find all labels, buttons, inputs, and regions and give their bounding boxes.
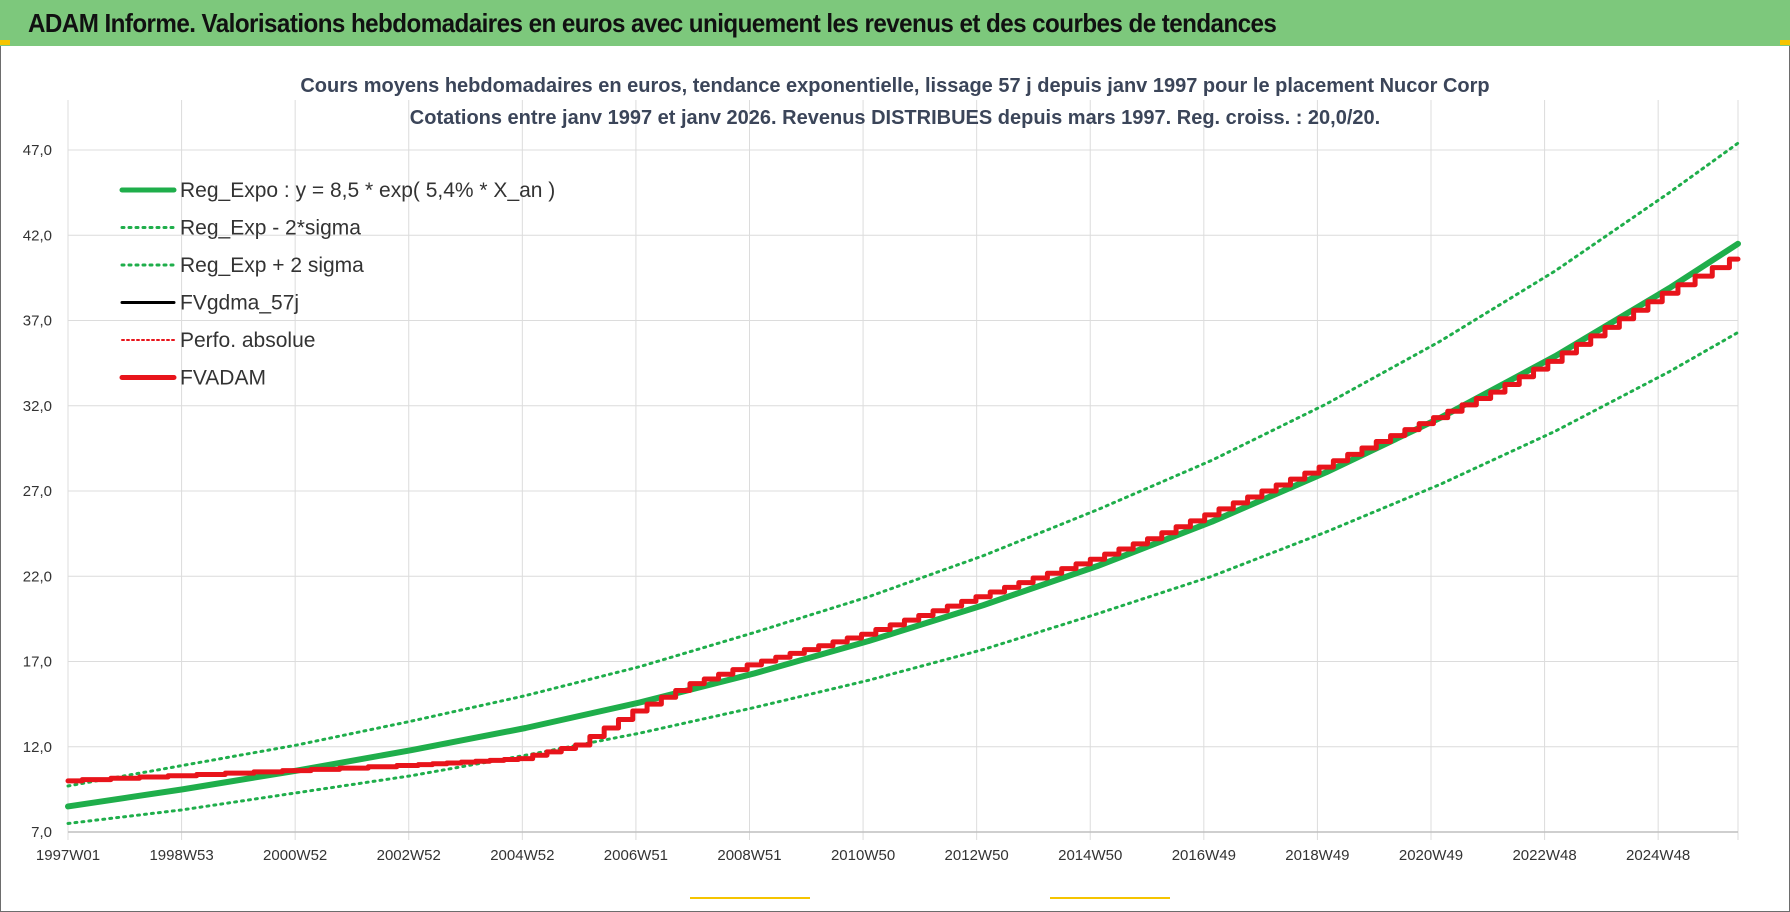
report-title: ADAM Informe. Valorisations hebdomadaire… — [28, 8, 1277, 38]
grid — [67, 100, 1739, 840]
series-line-upper — [66, 141, 1740, 788]
series-line-reg — [65, 240, 1741, 810]
chart-title-line-2: Cotations entre janv 1997 et janv 2026. … — [410, 107, 1380, 129]
y-tick-label: 7,0 — [31, 824, 52, 841]
x-tick-label: 2000W52 — [263, 847, 327, 864]
x-tick-label: 2006W51 — [604, 847, 668, 864]
y-tick-label: 27,0 — [23, 483, 52, 500]
chart-title: Cours moyens hebdomadaires en euros, ten… — [300, 75, 1489, 129]
legend: Reg_Expo : y = 8,5 * exp( 5,4% * X_an ) R… — [119, 179, 555, 390]
x-tick-label: 1998W53 — [149, 847, 213, 864]
plot-area — [65, 141, 1741, 825]
x-tick-label: 2012W50 — [945, 847, 1009, 864]
y-tick-label: 22,0 — [23, 568, 52, 585]
selection-mark — [1050, 897, 1170, 899]
x-tick-label: 2002W52 — [377, 847, 441, 864]
legend-label-fvgdma: FVgdma_57j — [180, 292, 299, 315]
x-tick-label: 2010W50 — [831, 847, 895, 864]
report-banner: ADAM Informe. Valorisations hebdomadaire… — [0, 0, 1790, 46]
corner-mark — [1780, 40, 1790, 45]
chart-title-line-1: Cours moyens hebdomadaires en euros, ten… — [300, 75, 1489, 97]
selection-mark — [690, 897, 810, 899]
legend-label-upper: Reg_Exp + 2 sigma — [180, 254, 364, 277]
x-tick-label: 2016W49 — [1172, 847, 1236, 864]
y-tick-label: 12,0 — [23, 739, 52, 756]
x-tick-label: 2018W49 — [1285, 847, 1349, 864]
y-tick-label: 32,0 — [23, 398, 52, 415]
x-tick-label: 2020W49 — [1399, 847, 1463, 864]
x-tick-label: 2024W48 — [1626, 847, 1690, 864]
y-tick-label: 42,0 — [23, 227, 52, 244]
y-tick-label: 17,0 — [23, 654, 52, 671]
legend-label-fvadam: FVADAM — [180, 367, 266, 390]
y-tick-label: 47,0 — [23, 142, 52, 159]
x-tick-label: 2014W50 — [1058, 847, 1122, 864]
corner-mark — [0, 40, 10, 45]
y-tick-label: 37,0 — [23, 313, 52, 330]
legend-label-lower: Reg_Exp - 2*sigma — [180, 217, 361, 240]
legend-label-perfo: Perfo. absolue — [180, 329, 315, 352]
series-line-lower — [66, 330, 1740, 825]
x-tick-label: 1997W01 — [36, 847, 100, 864]
x-tick-label: 2008W51 — [717, 847, 781, 864]
series-line-fvadam — [65, 256, 1741, 784]
x-tick-label: 2022W48 — [1512, 847, 1576, 864]
legend-label-reg: Reg_Expo : y = 8,5 * exp( 5,4% * X_an ) — [180, 179, 555, 202]
axes: 7,0 12,0 17,0 22,0 27,0 32,0 37,0 42,0 47,0 1997W… — [23, 142, 1738, 864]
x-tick-label: 2004W52 — [490, 847, 554, 864]
